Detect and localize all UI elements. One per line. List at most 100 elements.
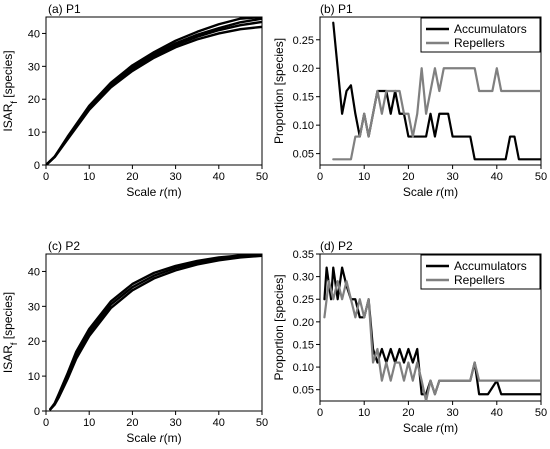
y-tick-label: 0 [34,406,40,418]
y-axis-label: ISARf [species] [1,50,19,131]
y-axis-label-sub: f [9,342,19,345]
y-tick-label: 0.05 [293,385,314,397]
x-tick-label: 0 [317,407,323,419]
series-line-3 [46,17,262,165]
chart-panel-c: (c) P2 0 10 20 30 40 50 0 10 20 30 40 Scale r(m) ISAR… [1,239,268,445]
series-line-1 [46,20,262,165]
x-tick-label: 0 [317,171,323,183]
y-axis-label-suffix: [species] [1,292,15,343]
x-axis-label-var: r [436,421,441,435]
x-tick-label: 20 [402,171,414,183]
x-tick-label: 40 [491,171,503,183]
x-axis-label-prefix: Scale [403,185,436,199]
x-axis-label-prefix: Scale [126,185,159,199]
panel-title: (a) P1 [48,2,81,16]
x-axis-label: Scale r(m) [126,185,181,199]
y-tick-label: 0.10 [293,120,314,132]
x-axis-label-suffix: (m) [440,185,458,199]
series-group [46,17,262,165]
legend-entry: Accumulators [454,22,527,36]
y-tick-label: 20 [28,94,40,106]
y-tick-label: 30 [28,61,40,73]
y-tick-label: 30 [28,301,40,313]
x-axis-label-var: r [160,185,165,199]
y-tick-label: 0.15 [293,339,314,351]
x-tick-label: 10 [358,407,370,419]
x-tick-label: 50 [535,171,547,183]
legend-frame [420,254,541,290]
y-tick-label: 0.20 [293,63,314,75]
x-axis-label-suffix: (m) [164,185,182,199]
y-axis-label: Proportion [species] [272,274,286,380]
legend-entry: Repellers [454,36,505,50]
x-tick-label: 10 [358,171,370,183]
series-line-2 [49,254,262,411]
x-axis-label-suffix: (m) [440,421,458,435]
x-axis-label-var: r [160,431,165,445]
x-axis-label-prefix: Scale [403,421,436,435]
y-axis-label-suffix: [species] [1,50,15,101]
legend-entry: Repellers [454,273,505,287]
x-axis-label: Scale r(m) [126,431,181,445]
legend-entry: Accumulators [454,259,527,273]
x-tick-label: 10 [83,417,95,429]
series-line-3 [49,254,262,411]
y-tick-label: 20 [28,336,40,348]
series-line-4 [46,25,262,165]
y-tick-label: 0.05 [293,149,314,161]
y-tick-label: 10 [28,127,40,139]
y-axis-label-main: ISAR [1,103,15,131]
y-axis-label-sub: f [9,101,19,104]
x-tick-label: 20 [402,407,414,419]
x-tick-label: 50 [535,407,547,419]
y-tick-label: 0.35 [293,249,314,261]
y-tick-label: 0.30 [293,272,314,284]
y-tick-label: 40 [28,266,40,278]
x-tick-label: 50 [256,417,268,429]
x-tick-label: 30 [446,407,458,419]
x-tick-label: 20 [126,417,138,429]
x-tick-label: 30 [446,171,458,183]
y-axis-label-main: Proportion [species] [272,38,286,144]
y-tick-label: 0.15 [293,92,314,104]
x-axis-label-suffix: (m) [164,431,182,445]
panel-title: (d) P2 [320,239,353,253]
series-group [323,266,541,401]
x-tick-label: 40 [213,171,225,183]
y-axis-label: Proportion [species] [272,38,286,144]
x-tick-label: 40 [213,417,225,429]
x-tick-label: 30 [169,171,181,183]
panel-title: (c) P2 [48,239,80,253]
legend-frame [420,17,541,53]
x-axis-label-prefix: Scale [126,431,159,445]
series-line-2 [46,17,262,165]
x-tick-label: 20 [126,171,138,183]
x-tick-label: 40 [491,407,503,419]
y-tick-label: 10 [28,371,40,383]
x-tick-label: 0 [43,417,49,429]
y-tick-label: 0.20 [293,317,314,329]
y-tick-label: 40 [28,28,40,40]
panel-title: (b) P1 [320,2,353,16]
chart-panel-b: (b) P1 0 10 20 30 40 50 0.05 0.10 0.15 0.20 0.25 Sca… [272,2,547,199]
x-axis-label: Scale r(m) [403,421,458,435]
y-tick-label: 0.25 [293,35,314,47]
y-tick-label: 0.25 [293,294,314,306]
plot-frame [45,253,263,412]
chart-panel-a: (a) P1 0 10 20 30 40 50 0 10 20 30 40 Scale r(m) ISAR… [1,2,268,199]
plot-frame [319,253,542,402]
x-tick-label: 0 [43,171,49,183]
x-axis-label-var: r [436,185,441,199]
series-line-repellers [323,280,541,401]
x-tick-label: 50 [256,171,268,183]
x-axis-label: Scale r(m) [403,185,458,199]
y-tick-label: 0 [34,160,40,172]
y-axis-label-main: ISAR [1,345,15,373]
series-group [49,254,262,411]
series-line-repellers [332,67,541,161]
plot-frame [45,16,263,166]
y-axis-label-main: Proportion [species] [272,274,286,380]
